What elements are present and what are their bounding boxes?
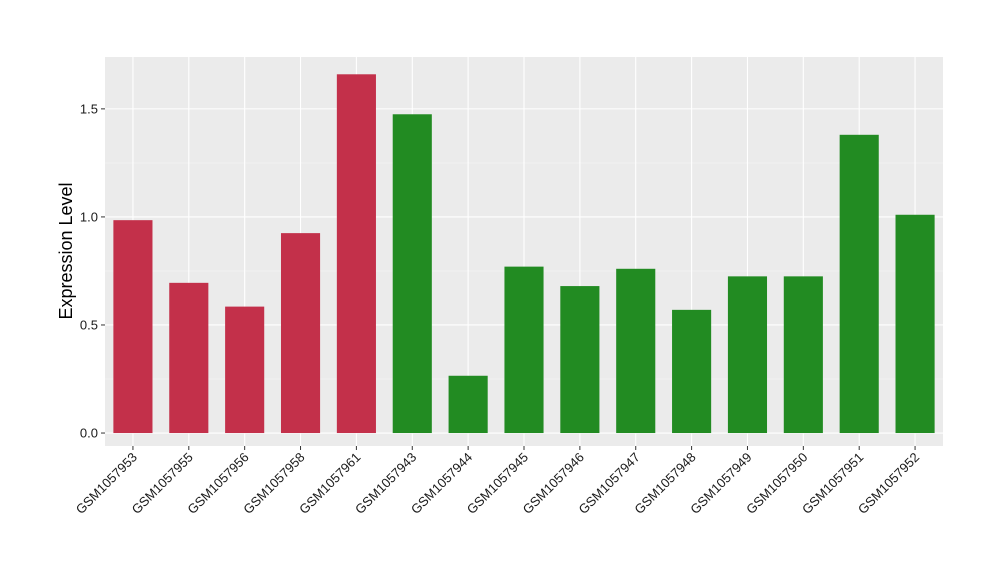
bar-GSM1057951 <box>839 134 879 434</box>
bar-GSM1057952 <box>895 214 935 434</box>
bar-GSM1057943 <box>392 114 432 434</box>
bar-GSM1057950 <box>783 276 823 434</box>
bar-GSM1057944 <box>448 375 488 434</box>
y-tick-label: 0.5 <box>80 317 98 332</box>
bars <box>113 74 935 434</box>
y-tick-label: 0.0 <box>80 426 98 441</box>
y-tick-label: 1.0 <box>80 209 98 224</box>
bar-GSM1057961 <box>336 74 376 434</box>
y-tick-label: 1.5 <box>80 101 98 116</box>
bar-GSM1057949 <box>727 276 768 434</box>
x-axis: GSM1057953GSM1057955GSM1057956GSM1057958… <box>73 446 922 517</box>
bar-GSM1057947 <box>616 268 656 434</box>
y-axis-title: Expression Level <box>56 182 76 319</box>
y-axis: 0.0 0.5 1.0 1.5 <box>80 101 105 441</box>
bar-GSM1057955 <box>169 282 209 434</box>
bar-GSM1057948 <box>672 309 712 434</box>
bar-GSM1057945 <box>504 266 544 434</box>
bar-GSM1057956 <box>225 306 265 434</box>
bar-GSM1057953 <box>113 220 153 434</box>
bar-GSM1057946 <box>560 286 600 434</box>
bar-GSM1057958 <box>280 233 321 434</box>
